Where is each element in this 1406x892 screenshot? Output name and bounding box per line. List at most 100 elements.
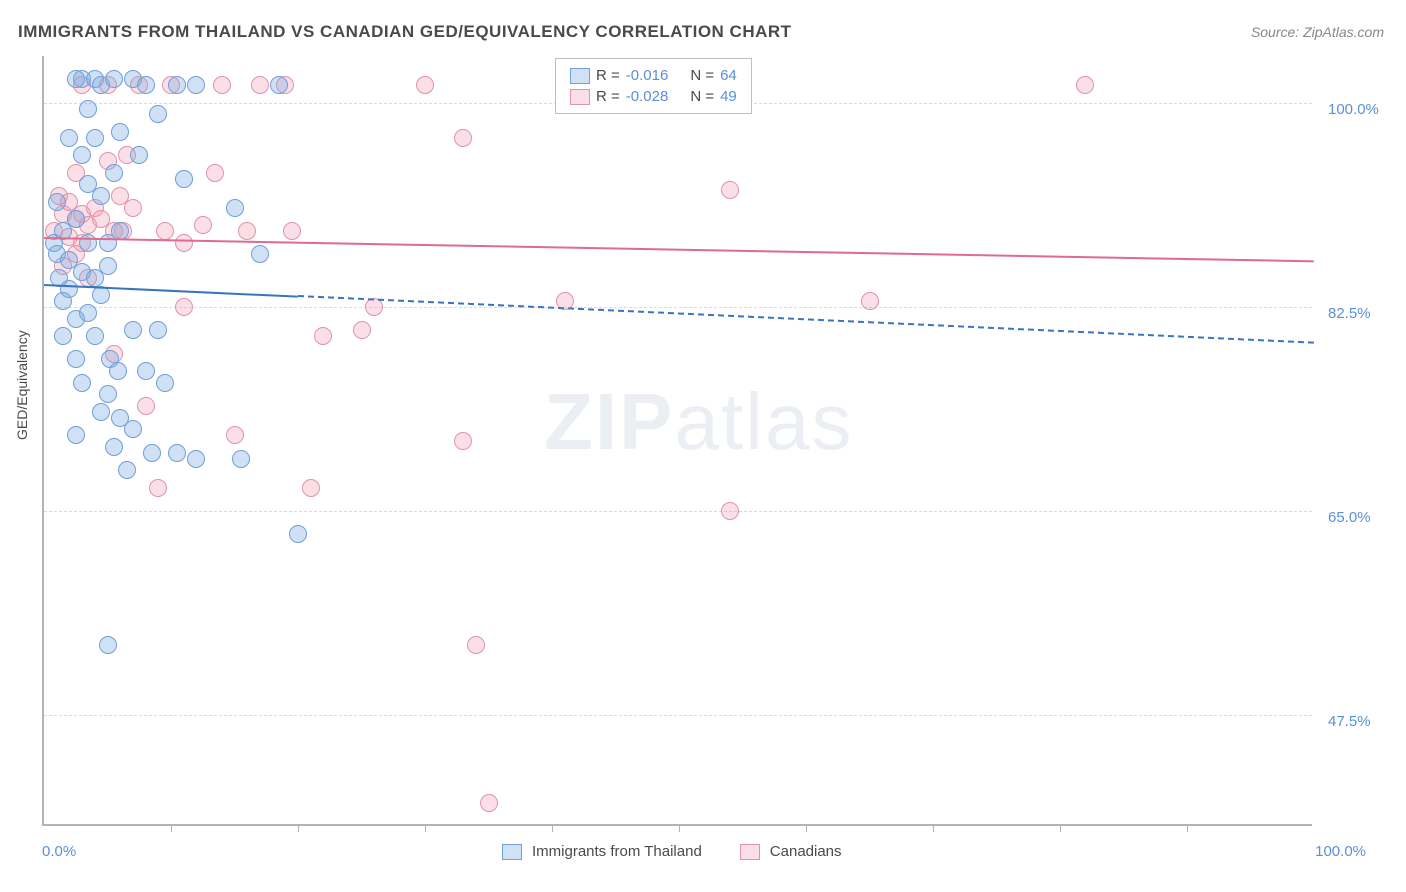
data-point xyxy=(149,105,167,123)
y-tick-label: 82.5% xyxy=(1328,305,1371,322)
swatch-thailand xyxy=(502,844,522,860)
x-max-label: 100.0% xyxy=(1315,843,1366,860)
swatch-series-a xyxy=(570,68,590,84)
data-point xyxy=(137,76,155,94)
data-point xyxy=(226,199,244,217)
data-point xyxy=(175,234,193,252)
data-point xyxy=(861,292,879,310)
data-point xyxy=(454,129,472,147)
data-point xyxy=(79,100,97,118)
legend-row-a: R = -0.016 N = 64 xyxy=(570,65,737,86)
data-point xyxy=(467,636,485,654)
x-min-label: 0.0% xyxy=(42,843,76,860)
legend-row-b: R = -0.028 N = 49 xyxy=(570,86,737,107)
data-point xyxy=(454,432,472,450)
data-point xyxy=(67,426,85,444)
data-point xyxy=(187,450,205,468)
data-point xyxy=(130,146,148,164)
swatch-canadians xyxy=(740,844,760,860)
data-point xyxy=(79,234,97,252)
legend-label-canadians: Canadians xyxy=(770,843,842,860)
data-point xyxy=(175,170,193,188)
data-point xyxy=(111,123,129,141)
correlation-legend: R = -0.016 N = 64 R = -0.028 N = 49 xyxy=(555,58,752,114)
r-value-a: -0.016 xyxy=(626,67,669,84)
data-point xyxy=(73,146,91,164)
data-point xyxy=(270,76,288,94)
data-point xyxy=(124,199,142,217)
data-point xyxy=(213,76,231,94)
data-point xyxy=(86,129,104,147)
data-point xyxy=(48,193,66,211)
data-point xyxy=(105,70,123,88)
data-point xyxy=(99,385,117,403)
source-label: Source: ZipAtlas.com xyxy=(1251,24,1384,40)
data-point xyxy=(92,403,110,421)
legend-label-thailand: Immigrants from Thailand xyxy=(532,843,702,860)
x-tick xyxy=(933,824,934,832)
gridline xyxy=(44,511,1312,512)
y-tick-label: 65.0% xyxy=(1328,509,1371,526)
data-point xyxy=(156,222,174,240)
data-point xyxy=(187,76,205,94)
data-point xyxy=(54,327,72,345)
data-point xyxy=(721,181,739,199)
data-point xyxy=(175,298,193,316)
data-point xyxy=(238,222,256,240)
data-point xyxy=(67,350,85,368)
data-point xyxy=(124,420,142,438)
data-point xyxy=(92,187,110,205)
chart-title: IMMIGRANTS FROM THAILAND VS CANADIAN GED… xyxy=(18,22,792,42)
data-point xyxy=(137,397,155,415)
trend-line xyxy=(44,237,1314,262)
r-value-b: -0.028 xyxy=(626,88,669,105)
x-tick xyxy=(1060,824,1061,832)
x-tick xyxy=(171,824,172,832)
data-point xyxy=(124,321,142,339)
data-point xyxy=(149,321,167,339)
n-label-a: N = xyxy=(690,67,714,84)
data-point xyxy=(99,257,117,275)
data-point xyxy=(143,444,161,462)
data-point xyxy=(60,280,78,298)
swatch-series-b xyxy=(570,89,590,105)
x-tick xyxy=(679,824,680,832)
data-point xyxy=(416,76,434,94)
r-label-b: R = xyxy=(596,88,620,105)
watermark: ZIPatlas xyxy=(544,376,853,468)
data-point xyxy=(86,327,104,345)
data-point xyxy=(99,636,117,654)
data-point xyxy=(118,461,136,479)
trend-line xyxy=(44,284,298,298)
data-point xyxy=(168,444,186,462)
series-legend: Immigrants from Thailand Canadians xyxy=(502,843,842,860)
data-point xyxy=(353,321,371,339)
x-tick xyxy=(806,824,807,832)
data-point xyxy=(480,794,498,812)
data-point xyxy=(105,164,123,182)
data-point xyxy=(251,245,269,263)
data-point xyxy=(60,129,78,147)
n-value-b: 49 xyxy=(720,88,737,105)
watermark-zip: ZIP xyxy=(544,377,674,466)
n-value-a: 64 xyxy=(720,67,737,84)
data-point xyxy=(168,76,186,94)
data-point xyxy=(226,426,244,444)
y-tick-label: 47.5% xyxy=(1328,713,1371,730)
x-tick xyxy=(425,824,426,832)
gridline xyxy=(44,715,1312,716)
data-point xyxy=(289,525,307,543)
y-axis-label: GED/Equivalency xyxy=(14,330,30,440)
data-point xyxy=(721,502,739,520)
data-point xyxy=(156,374,174,392)
scatter-plot: ZIPatlas xyxy=(42,56,1312,826)
y-tick-label: 100.0% xyxy=(1328,101,1379,118)
trend-line-dashed xyxy=(298,295,1314,344)
data-point xyxy=(194,216,212,234)
n-label-b: N = xyxy=(690,88,714,105)
data-point xyxy=(79,304,97,322)
data-point xyxy=(149,479,167,497)
data-point xyxy=(232,450,250,468)
x-tick xyxy=(552,824,553,832)
x-tick xyxy=(1187,824,1188,832)
